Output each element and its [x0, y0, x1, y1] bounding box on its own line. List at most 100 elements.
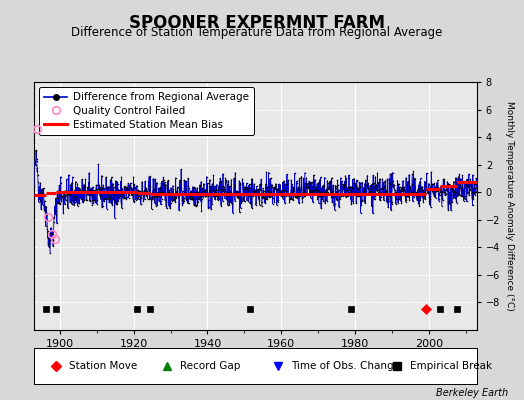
Point: [461, 192, 469, 199]
Point: [286, 194, 294, 201]
Point: [445, 198, 453, 204]
Point: [50, 215, 59, 222]
Point: [241, 192, 249, 198]
Point: [160, 182, 168, 189]
Point: [32, 147, 40, 154]
Point: [91, 190, 99, 196]
Point: [236, 181, 244, 187]
Point: [434, 198, 443, 204]
Point: [168, 198, 177, 204]
Point: [438, 202, 446, 209]
Point: [321, 196, 329, 203]
Point: [111, 198, 119, 204]
Point: [281, 200, 289, 206]
Point: [381, 187, 390, 194]
Point: [45, 240, 53, 246]
Point: [178, 197, 186, 203]
Point: [130, 184, 139, 190]
Point: [139, 197, 147, 204]
Point: [285, 193, 293, 199]
Point: [242, 184, 250, 190]
Point: [179, 195, 187, 202]
Point: [372, 190, 380, 196]
Point: [70, 194, 78, 200]
Point: [422, 190, 430, 196]
Point: [52, 195, 60, 201]
Point: [276, 188, 284, 195]
Point: [33, 165, 41, 171]
Point: [302, 183, 310, 190]
Point: [251, 192, 259, 198]
Point: [173, 184, 182, 190]
Point: [231, 170, 239, 176]
Point: [77, 188, 85, 194]
Point: [460, 198, 468, 204]
Point: [153, 194, 161, 201]
Point: [131, 185, 139, 192]
Point: [367, 189, 375, 195]
Point: [358, 198, 366, 204]
Point: [63, 189, 71, 196]
Point: [36, 199, 45, 205]
Point: [288, 181, 296, 188]
Point: [237, 192, 245, 198]
Point: [276, 193, 285, 199]
Point: [132, 189, 140, 196]
Point: [403, 190, 412, 196]
Point: [161, 179, 169, 186]
Point: [261, 199, 269, 206]
Text: Record Gap: Record Gap: [180, 361, 241, 371]
Point: [368, 180, 377, 187]
Point: [449, 183, 457, 190]
Point: [66, 190, 74, 197]
Point: [140, 196, 149, 202]
Point: [456, 185, 464, 192]
Point: [169, 186, 178, 192]
Point: [230, 180, 238, 187]
Point: [314, 180, 323, 186]
Point: [161, 197, 169, 203]
Point: [277, 192, 286, 198]
Point: [369, 172, 377, 179]
Point: [224, 178, 233, 184]
Point: [306, 188, 314, 194]
Point: [446, 182, 454, 188]
Point: [280, 181, 289, 187]
Point: [56, 189, 64, 196]
Point: [260, 195, 268, 201]
Point: [346, 196, 355, 202]
Point: [73, 202, 82, 209]
Point: [202, 187, 211, 194]
Point: [293, 185, 302, 192]
Point: [126, 184, 134, 190]
Point: [152, 190, 161, 197]
Point: [424, 180, 433, 187]
Point: [344, 188, 353, 195]
Point: [186, 196, 194, 202]
Point: [345, 185, 354, 191]
Point: [339, 183, 347, 189]
Point: [61, 196, 70, 203]
Point: [355, 193, 363, 200]
Point: [195, 182, 204, 188]
Point: [97, 194, 105, 200]
Point: [100, 196, 108, 202]
Point: [375, 197, 384, 203]
Point: [84, 190, 92, 196]
Point: [257, 182, 265, 188]
Point: [167, 200, 175, 206]
Point: [114, 186, 123, 193]
Point: [94, 186, 102, 193]
Point: [326, 183, 334, 190]
Point: [104, 196, 112, 202]
Point: [409, 168, 418, 175]
Point: [435, 196, 443, 202]
Point: [203, 183, 211, 189]
Point: [263, 195, 271, 202]
Point: [161, 184, 170, 191]
Point: [307, 192, 315, 198]
Point: [39, 185, 48, 192]
Point: [430, 193, 438, 199]
Point: [210, 188, 218, 194]
Point: [438, 195, 446, 201]
